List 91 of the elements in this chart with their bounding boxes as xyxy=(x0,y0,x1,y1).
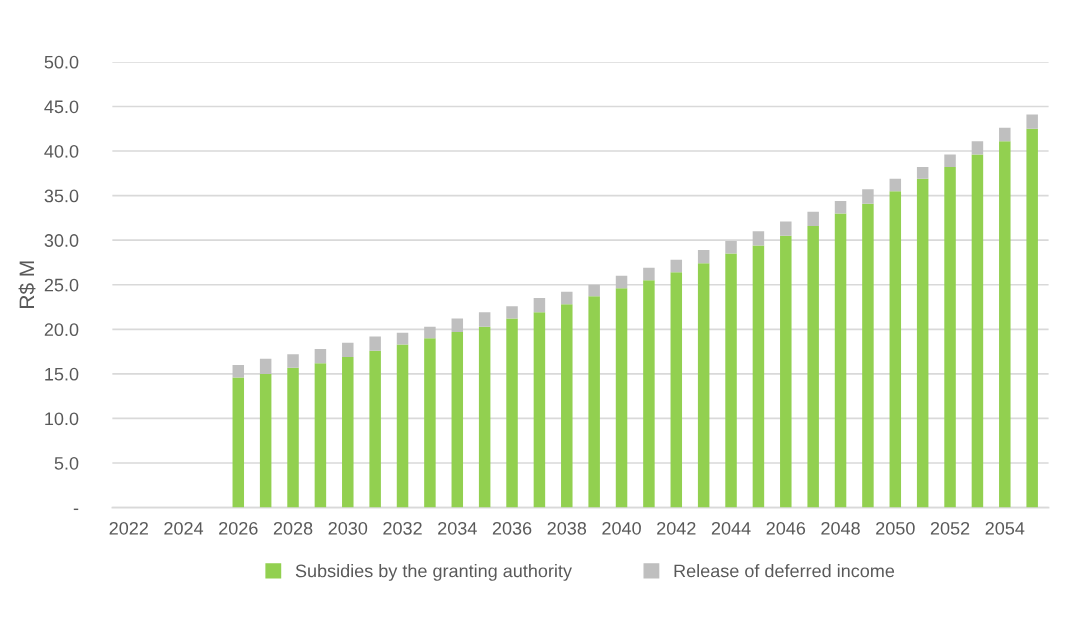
bar xyxy=(588,284,600,297)
x-tick-label: 2036 xyxy=(492,521,532,535)
legend-label: Release of deferred income xyxy=(674,564,895,578)
y-axis-title: R$ M xyxy=(18,261,36,308)
bar xyxy=(561,304,573,508)
bar xyxy=(916,167,929,179)
y-tick-label: 35.0 xyxy=(44,189,79,203)
bar xyxy=(615,275,628,289)
bar xyxy=(561,291,573,305)
bar xyxy=(971,141,984,155)
x-tick-label: 2030 xyxy=(328,521,368,535)
x-tick-label: 2022 xyxy=(109,521,148,535)
bar xyxy=(780,235,792,508)
y-tick-label: 15.0 xyxy=(45,367,79,381)
x-tick-label: 2024 xyxy=(164,521,204,535)
bar xyxy=(259,373,272,508)
bar xyxy=(424,338,436,508)
bar xyxy=(533,312,546,508)
x-tick-label: 2042 xyxy=(657,521,696,535)
y-tick-label: 25.0 xyxy=(44,278,79,292)
bar xyxy=(451,331,464,508)
bar xyxy=(889,178,902,192)
bar xyxy=(533,298,546,313)
bar xyxy=(752,245,765,508)
bar xyxy=(287,354,299,368)
bar xyxy=(944,167,956,508)
x-tick-label: 2040 xyxy=(602,521,641,535)
bar xyxy=(232,377,245,508)
bar xyxy=(615,288,628,508)
bar xyxy=(396,332,409,345)
bar xyxy=(670,272,683,508)
bar xyxy=(506,318,518,508)
bar xyxy=(314,363,327,508)
bar xyxy=(725,241,737,254)
y-tick-label: 45.0 xyxy=(44,100,79,114)
x-tick-label: 2038 xyxy=(547,521,587,535)
x-tick-label: 2044 xyxy=(711,521,751,535)
bar xyxy=(232,364,245,378)
y-tick-label: 30.0 xyxy=(44,234,79,247)
legend-label: Subsidies by the granting authority xyxy=(295,564,572,581)
bar xyxy=(725,253,737,508)
bar xyxy=(643,280,655,508)
x-tick-label: 2028 xyxy=(273,521,313,535)
bar xyxy=(287,367,299,508)
bar xyxy=(342,342,354,357)
bar xyxy=(478,312,491,327)
bar xyxy=(780,221,792,236)
bar xyxy=(999,141,1011,508)
x-tick-label: 2026 xyxy=(219,521,258,535)
bar xyxy=(944,154,956,168)
bar xyxy=(342,356,354,508)
y-tick-label: 5.0 xyxy=(54,456,79,470)
bar xyxy=(369,336,381,351)
bar xyxy=(588,296,600,508)
x-tick-label: 2046 xyxy=(766,521,806,535)
bar xyxy=(451,318,464,332)
bar xyxy=(396,344,409,508)
bar xyxy=(670,259,683,273)
bar xyxy=(916,178,929,508)
bar xyxy=(999,127,1011,142)
x-tick-label: 2054 xyxy=(985,521,1025,535)
bar xyxy=(697,249,710,264)
bar xyxy=(424,326,436,339)
y-tick-label: 20.0 xyxy=(44,323,79,337)
bar xyxy=(807,211,819,226)
bar xyxy=(862,203,874,508)
bar xyxy=(752,231,765,246)
bar xyxy=(259,358,272,374)
bar xyxy=(478,326,491,508)
x-tick-label: 2048 xyxy=(821,521,860,535)
bar xyxy=(971,154,984,508)
bar xyxy=(643,267,655,281)
bar xyxy=(889,191,902,508)
y-tick-label: 50.0 xyxy=(44,55,79,69)
bar xyxy=(697,263,710,508)
bar xyxy=(834,213,847,508)
bar xyxy=(1026,128,1038,508)
y-tick-label: 10.0 xyxy=(45,412,79,426)
bar xyxy=(834,200,847,214)
x-tick-label: 2050 xyxy=(876,521,915,535)
y-tick-label: - xyxy=(73,508,79,511)
x-tick-label: 2034 xyxy=(438,521,477,535)
bar xyxy=(369,350,381,508)
y-tick-label: 40.0 xyxy=(44,144,79,158)
x-tick-label: 2052 xyxy=(930,521,970,535)
x-tick-label: 2032 xyxy=(383,521,422,535)
bar xyxy=(1026,114,1038,129)
bar xyxy=(807,225,819,508)
bar xyxy=(506,306,518,319)
bar xyxy=(862,189,874,204)
bar xyxy=(314,348,327,364)
